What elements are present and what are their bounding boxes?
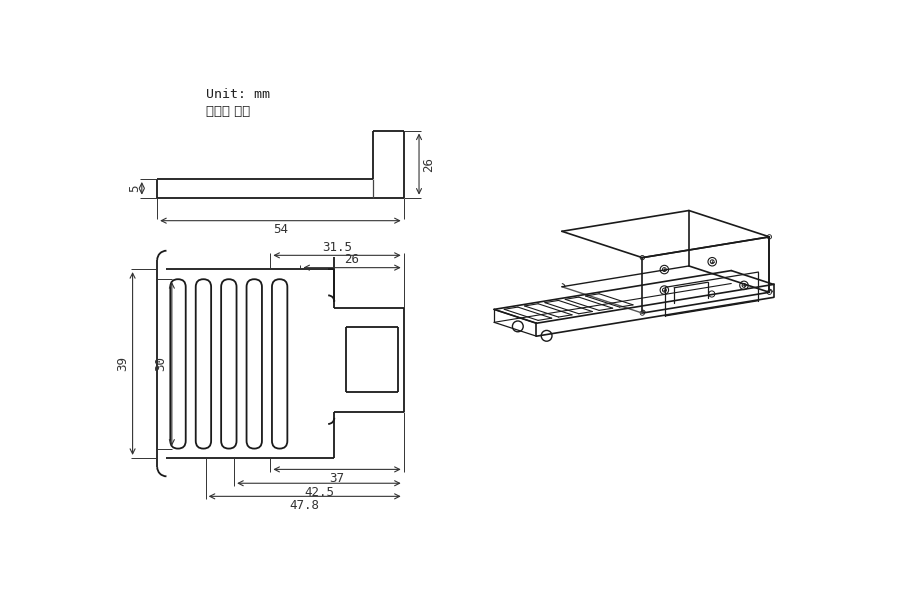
Text: 42.5: 42.5 bbox=[304, 486, 334, 499]
Text: 30: 30 bbox=[155, 356, 168, 371]
Text: 39: 39 bbox=[116, 356, 129, 371]
Text: 单位： 毫米: 单位： 毫米 bbox=[205, 105, 250, 118]
Text: 47.8: 47.8 bbox=[290, 499, 320, 512]
Text: 31.5: 31.5 bbox=[322, 241, 352, 254]
Text: 54: 54 bbox=[273, 223, 288, 236]
Text: 5: 5 bbox=[128, 185, 141, 192]
Text: 26: 26 bbox=[422, 157, 435, 172]
Text: 37: 37 bbox=[330, 472, 344, 485]
Text: Unit: mm: Unit: mm bbox=[205, 88, 269, 101]
Text: 26: 26 bbox=[344, 254, 359, 266]
